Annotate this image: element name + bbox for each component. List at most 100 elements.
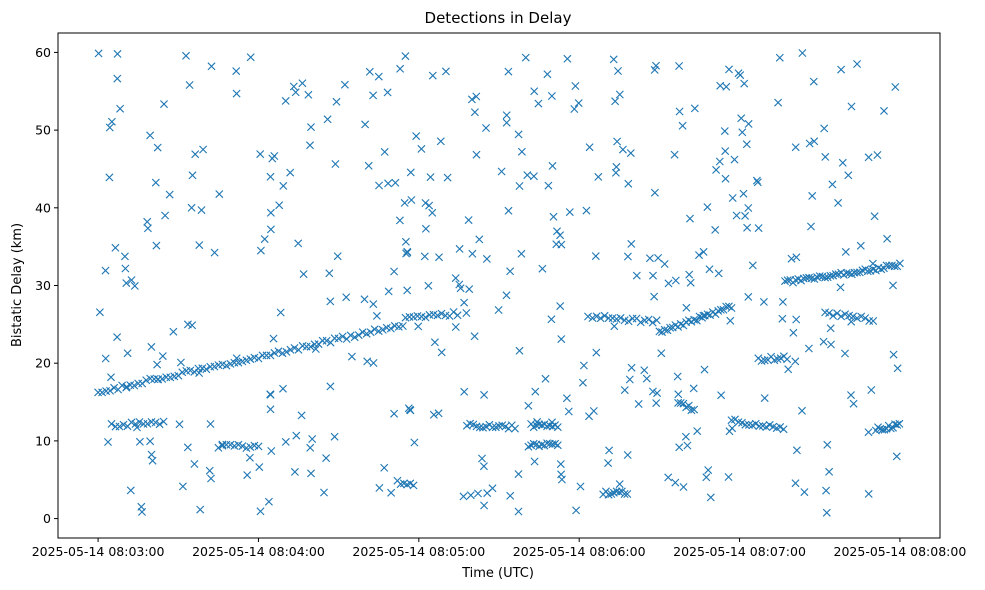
data-point (479, 462, 488, 471)
data-point (390, 409, 399, 418)
data-point (266, 208, 275, 217)
data-point (891, 83, 900, 91)
data-point (120, 252, 129, 261)
data-point (564, 407, 573, 416)
chart-title: Detections in Delay (425, 9, 572, 27)
data-point (594, 172, 603, 181)
data-point (135, 418, 144, 426)
data-point (347, 352, 356, 361)
data-point (864, 489, 873, 498)
data-point (792, 446, 801, 455)
data-point (705, 265, 714, 274)
data-point (289, 82, 298, 91)
data-point (543, 70, 552, 79)
data-point (107, 117, 116, 126)
data-point (628, 314, 637, 323)
data-point (294, 239, 303, 248)
data-point (778, 314, 787, 323)
data-point (648, 318, 657, 327)
data-point (600, 311, 609, 320)
data-point (400, 198, 409, 207)
data-point (521, 53, 530, 62)
data-point (260, 235, 269, 244)
data-point (290, 467, 299, 476)
data-point (363, 357, 372, 366)
data-point (384, 287, 393, 296)
data-point (562, 394, 571, 403)
data-point (605, 446, 614, 455)
data-point (588, 314, 597, 322)
data-point (841, 349, 849, 358)
data-point (530, 457, 539, 466)
data-point (614, 67, 622, 75)
data-point (687, 406, 696, 415)
data-point (685, 270, 694, 279)
data-point (480, 501, 489, 510)
data-point (107, 373, 115, 382)
data-point (825, 467, 834, 476)
data-point (322, 336, 331, 345)
data-point (880, 106, 888, 115)
data-point (506, 267, 515, 276)
data-point (403, 286, 412, 295)
data-point (151, 178, 160, 187)
data-point (122, 279, 131, 288)
data-point (833, 309, 842, 318)
data-point (266, 390, 275, 399)
data-point (332, 97, 341, 106)
data-point (370, 325, 379, 334)
data-point (195, 241, 204, 250)
data-point (365, 67, 374, 76)
data-point (744, 292, 753, 301)
data-point (607, 490, 616, 498)
data-point (105, 173, 114, 182)
data-point (623, 252, 632, 261)
data-point (775, 53, 784, 62)
data-point (482, 124, 490, 132)
data-points (94, 49, 904, 517)
data-point (455, 280, 464, 289)
data-point (557, 470, 566, 479)
data-point (433, 311, 442, 320)
data-point (366, 328, 375, 337)
data-point (892, 452, 901, 461)
data-point (692, 316, 701, 325)
data-point (94, 388, 103, 397)
data-point (849, 399, 858, 408)
data-point (675, 443, 684, 452)
data-point (426, 173, 435, 182)
data-point (322, 454, 331, 463)
data-point (465, 285, 474, 294)
data-point (828, 180, 837, 189)
data-point (760, 356, 769, 365)
data-point (401, 52, 410, 61)
data-point (547, 315, 556, 324)
data-point (741, 211, 750, 220)
data-point (557, 240, 566, 249)
data-point (737, 114, 746, 123)
data-point (428, 71, 437, 80)
data-point (644, 315, 653, 324)
data-point (266, 405, 275, 414)
data-point (495, 421, 503, 430)
data-point (870, 212, 879, 221)
data-point (653, 389, 662, 398)
data-point (743, 223, 752, 232)
data-point (161, 211, 170, 220)
data-point (524, 401, 533, 410)
data-point (883, 234, 892, 243)
x-axis: 2025-05-14 08:03:00 2025-05-14 08:04:00 20… (32, 538, 966, 559)
data-point (338, 332, 347, 341)
data-point (243, 471, 252, 480)
data-point (414, 322, 423, 331)
data-point (783, 355, 792, 364)
data-point (437, 309, 446, 318)
data-point (836, 283, 845, 292)
data-point (673, 372, 682, 381)
data-point (292, 431, 301, 440)
data-point (443, 173, 452, 182)
data-point (378, 325, 387, 334)
data-point (822, 508, 831, 517)
data-point (268, 154, 277, 163)
data-point (451, 323, 460, 331)
